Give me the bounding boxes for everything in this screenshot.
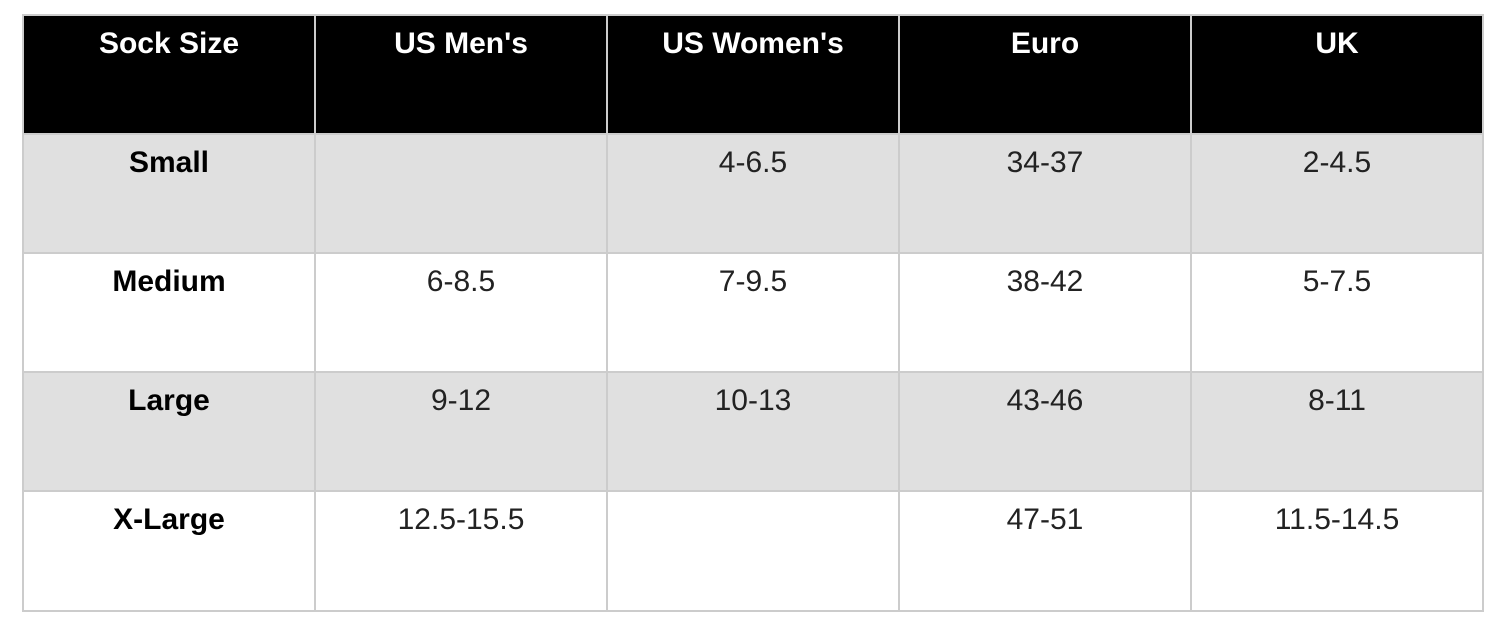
table-row-x-large: X-Large 12.5-15.5 47-51 11.5-14.5 <box>22 490 1484 612</box>
table-cell: 5-7.5 <box>1190 252 1484 373</box>
table-cell: 4-6.5 <box>606 133 900 254</box>
table-cell: 10-13 <box>606 371 900 492</box>
table-cell: 8-11 <box>1190 371 1484 492</box>
row-label: Large <box>22 371 316 492</box>
column-header-euro: Euro <box>898 14 1192 135</box>
table-cell: 9-12 <box>314 371 608 492</box>
table-cell: 6-8.5 <box>314 252 608 373</box>
table-body: Small 4-6.5 34-37 2-4.5 Medium 6-8.5 7-9… <box>22 133 1484 612</box>
table-cell: 7-9.5 <box>606 252 900 373</box>
page-body: Sock Size US Men's US Women's Euro UK Sm… <box>22 14 1484 612</box>
table-cell <box>314 133 608 254</box>
table-cell: 2-4.5 <box>1190 133 1484 254</box>
table-row-medium: Medium 6-8.5 7-9.5 38-42 5-7.5 <box>22 252 1484 373</box>
column-header-us-mens: US Men's <box>314 14 608 135</box>
table-row-large: Large 9-12 10-13 43-46 8-11 <box>22 371 1484 492</box>
sock-size-conversion-table: Sock Size US Men's US Women's Euro UK Sm… <box>22 14 1484 612</box>
table-row-small: Small 4-6.5 34-37 2-4.5 <box>22 133 1484 254</box>
table-cell: 43-46 <box>898 371 1192 492</box>
table-cell: 47-51 <box>898 490 1192 612</box>
table-cell: 38-42 <box>898 252 1192 373</box>
column-header-us-womens: US Women's <box>606 14 900 135</box>
table-cell: 12.5-15.5 <box>314 490 608 612</box>
table-cell: 11.5-14.5 <box>1190 490 1484 612</box>
table-cell: 34-37 <box>898 133 1192 254</box>
row-label: Medium <box>22 252 316 373</box>
header-row: Sock Size US Men's US Women's Euro UK <box>22 14 1484 135</box>
table-cell <box>606 490 900 612</box>
column-header-uk: UK <box>1190 14 1484 135</box>
table-header: Sock Size US Men's US Women's Euro UK <box>22 14 1484 135</box>
row-label: Small <box>22 133 316 254</box>
row-label: X-Large <box>22 490 316 612</box>
column-header-sock-size: Sock Size <box>22 14 316 135</box>
